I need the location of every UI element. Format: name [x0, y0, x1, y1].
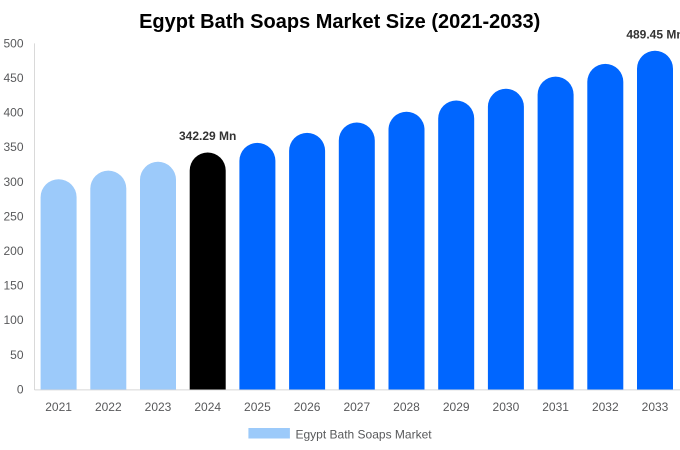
svg-text:Egypt Bath Soaps Market Size (: Egypt Bath Soaps Market Size (2021-2033)	[139, 11, 540, 33]
svg-text:2030: 2030	[493, 400, 520, 414]
svg-text:2024: 2024	[194, 400, 221, 414]
svg-text:2021: 2021	[45, 400, 72, 414]
svg-text:450: 450	[3, 71, 23, 85]
svg-text:2026: 2026	[294, 400, 321, 414]
svg-text:250: 250	[3, 209, 23, 223]
svg-text:100: 100	[3, 313, 23, 327]
svg-text:2029: 2029	[443, 400, 470, 414]
svg-text:2027: 2027	[343, 400, 370, 414]
svg-text:489.45 Mn: 489.45 Mn	[626, 28, 680, 42]
svg-text:2025: 2025	[244, 400, 271, 414]
svg-text:500: 500	[3, 36, 23, 50]
svg-text:2032: 2032	[592, 400, 619, 414]
svg-text:150: 150	[3, 279, 23, 293]
svg-text:400: 400	[3, 106, 23, 120]
svg-text:350: 350	[3, 140, 23, 154]
svg-text:2031: 2031	[542, 400, 569, 414]
svg-text:2028: 2028	[393, 400, 420, 414]
svg-text:2022: 2022	[95, 400, 122, 414]
svg-text:Egypt Bath Soaps Market: Egypt Bath Soaps Market	[296, 427, 433, 441]
svg-text:50: 50	[10, 348, 24, 362]
svg-text:342.29 Mn: 342.29 Mn	[179, 129, 236, 143]
svg-text:0: 0	[17, 382, 24, 396]
svg-text:2033: 2033	[642, 400, 669, 414]
svg-text:2023: 2023	[145, 400, 172, 414]
svg-text:200: 200	[3, 244, 23, 258]
svg-text:300: 300	[3, 175, 23, 189]
